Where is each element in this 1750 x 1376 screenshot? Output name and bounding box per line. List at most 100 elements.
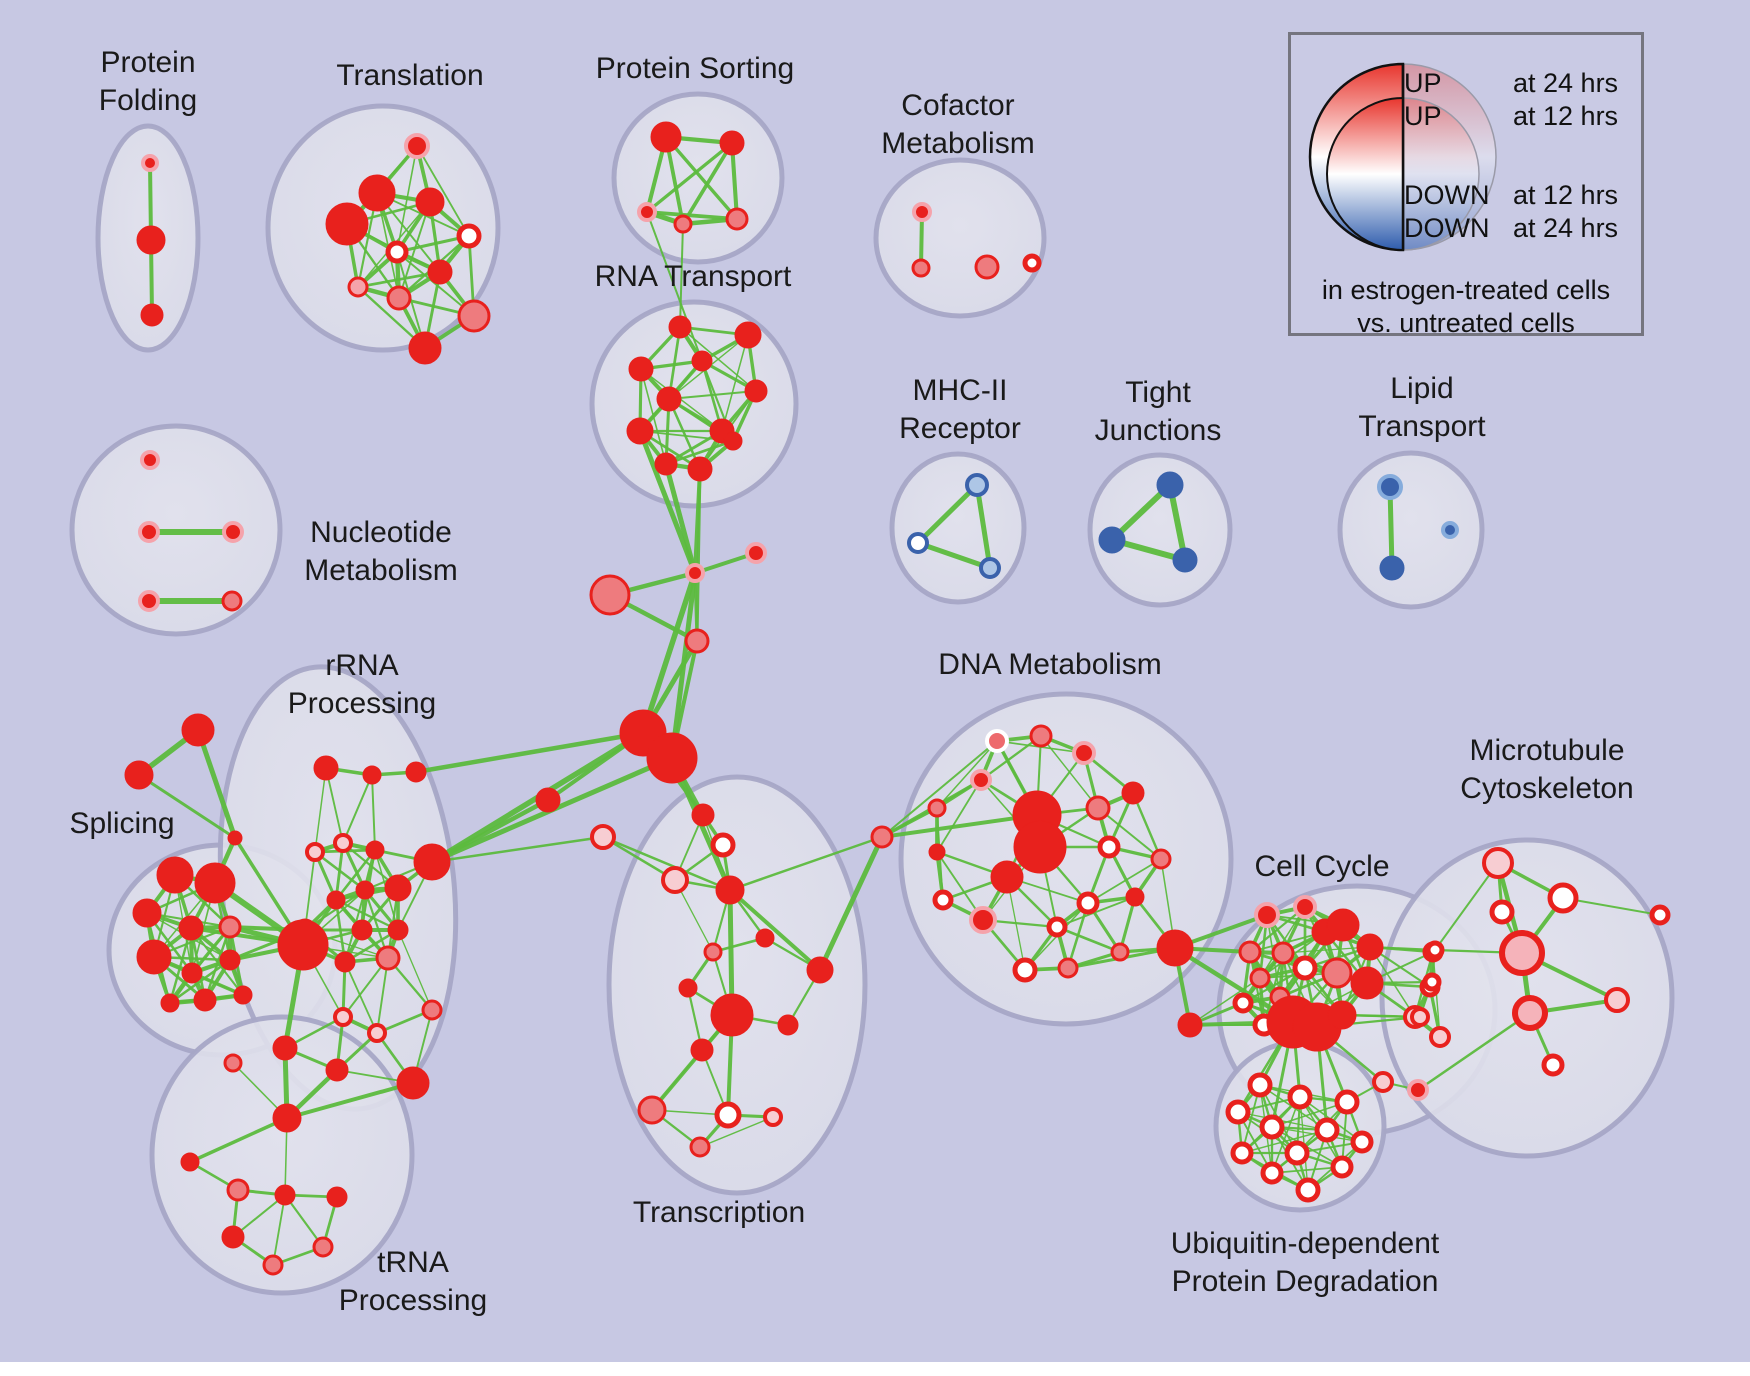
graph-edge xyxy=(1131,791,1163,861)
cluster-label-rrna-processing: rRNA xyxy=(325,649,398,682)
node-s1 xyxy=(719,130,745,156)
node-c0 xyxy=(912,202,932,222)
node-t5 xyxy=(385,240,409,264)
node-sn0 xyxy=(685,563,705,583)
graph-edge xyxy=(1416,1011,1532,1092)
node-tc8 xyxy=(710,993,754,1037)
node-d11 xyxy=(1097,835,1121,859)
node-rr13 xyxy=(277,919,329,971)
graph-edge xyxy=(1282,946,1371,954)
node-rr0 xyxy=(313,755,339,781)
cluster-label-nucleotide-metabolism: Nucleotide xyxy=(310,516,452,549)
node-d21 xyxy=(1057,957,1079,979)
graph-edge xyxy=(413,730,646,775)
node-cc1 xyxy=(1293,895,1317,919)
node-h3 xyxy=(535,787,561,813)
node-cc12 xyxy=(1232,992,1254,1014)
node-rr16 xyxy=(333,1007,353,1027)
node-r8 xyxy=(654,452,678,476)
node-mt5 xyxy=(1512,995,1548,1031)
node-r3 xyxy=(691,350,713,372)
node-tn5 xyxy=(326,1186,348,1208)
node-x1 xyxy=(1407,1079,1429,1101)
node-ub8 xyxy=(1284,1140,1310,1166)
cluster-label-lipid-transport: Lipid xyxy=(1390,372,1453,405)
cluster-label-trna-processing: Processing xyxy=(339,1284,487,1317)
graph-edge xyxy=(195,727,238,841)
graph-edge xyxy=(334,898,400,932)
node-rr8 xyxy=(355,880,375,900)
node-tc14 xyxy=(689,1136,711,1158)
graph-edge xyxy=(880,813,1039,839)
node-tc12 xyxy=(714,1101,742,1129)
node-rr5 xyxy=(365,840,385,860)
graph-edge xyxy=(645,141,734,214)
graph-edge xyxy=(601,835,732,892)
cluster-label-tight-junctions: Junctions xyxy=(1095,414,1222,447)
cluster-label-tight-junctions: Tight xyxy=(1125,376,1191,409)
node-ub2 xyxy=(1334,1089,1360,1115)
legend-down-12-time: at 12 hrs xyxy=(1513,180,1619,210)
node-rr20 xyxy=(325,1058,349,1082)
node-tc9 xyxy=(777,1014,799,1036)
graph-edge xyxy=(667,389,758,401)
node-h2 xyxy=(590,824,616,850)
graph-edge xyxy=(137,773,237,840)
node-cc3 xyxy=(1326,908,1360,942)
node-ub5 xyxy=(1314,1117,1340,1143)
graph-edge xyxy=(1271,1166,1343,1174)
legend-down-12-label: DOWN xyxy=(1404,180,1490,210)
node-mt8 xyxy=(1410,1007,1430,1027)
node-tn8 xyxy=(312,1236,334,1258)
node-d16 xyxy=(1076,891,1100,915)
graph-edge xyxy=(645,210,739,221)
node-d6 xyxy=(1085,795,1111,821)
node-mt9 xyxy=(1541,1053,1565,1077)
graph-edge xyxy=(1241,1129,1328,1154)
legend-up-12-time: at 12 hrs xyxy=(1513,101,1619,131)
node-ub7 xyxy=(1230,1141,1254,1165)
cluster-label-nucleotide-metabolism: Metabolism xyxy=(304,554,457,587)
node-d17 xyxy=(1046,916,1068,938)
node-c2 xyxy=(974,254,1000,280)
node-tn3 xyxy=(226,1178,250,1202)
graph-edge xyxy=(728,888,822,972)
graph-edge xyxy=(376,957,389,1034)
node-d0 xyxy=(985,729,1009,753)
cluster-label-translation: Translation xyxy=(336,59,483,92)
node-mt4 xyxy=(1604,987,1630,1013)
node-d3 xyxy=(1121,781,1145,805)
node-t9 xyxy=(457,299,491,333)
node-d4 xyxy=(970,769,992,791)
graph-edge xyxy=(1055,925,1122,954)
cluster-bubble-mhc-ii-receptor xyxy=(889,451,1027,605)
node-d1 xyxy=(1029,724,1053,748)
node-d18 xyxy=(1110,942,1130,962)
node-sp10 xyxy=(160,993,180,1013)
legend-node-glyph xyxy=(1308,62,1497,252)
node-t4 xyxy=(456,223,482,249)
node-rr14 xyxy=(334,951,356,973)
node-c1 xyxy=(911,258,931,278)
node-sp6 xyxy=(181,962,203,984)
node-sn3 xyxy=(684,628,710,654)
node-mt3 xyxy=(1499,930,1545,976)
node-cc0 xyxy=(1254,902,1280,928)
node-tc5 xyxy=(703,942,723,962)
node-cc8 xyxy=(1321,957,1353,989)
graph-edge xyxy=(664,439,735,466)
graph-edge xyxy=(1087,858,1162,904)
cluster-label-lipid-transport: Transport xyxy=(1358,410,1486,443)
cluster-bubble-trna-processing xyxy=(149,1014,415,1296)
node-t8 xyxy=(386,285,412,311)
cluster-label-splicing: Splicing xyxy=(69,807,174,840)
node-r9 xyxy=(723,431,743,451)
graph-edge xyxy=(817,834,885,973)
node-rr15 xyxy=(375,945,401,971)
page-margin-strip xyxy=(0,1362,1750,1376)
cluster-label-protein-sorting: Protein Sorting xyxy=(596,52,794,85)
node-rr12 xyxy=(387,919,409,941)
node-tc11 xyxy=(637,1095,667,1125)
node-rr6 xyxy=(413,843,451,881)
